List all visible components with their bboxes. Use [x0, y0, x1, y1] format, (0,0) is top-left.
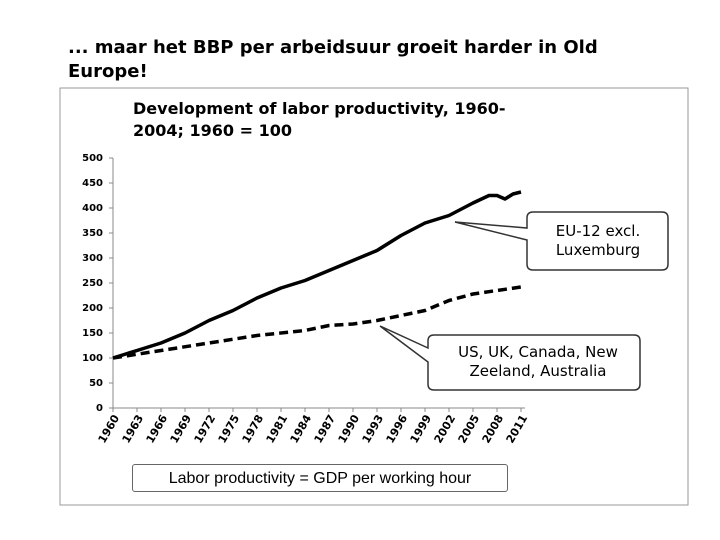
y-tick-label: 250 [82, 278, 103, 289]
slide-title: ... maar het BBP per arbeidsuur groeit h… [68, 37, 598, 82]
x-tick-label: 2005 [456, 413, 483, 446]
y-tick-label: 50 [89, 378, 103, 389]
y-tick-label: 500 [82, 153, 103, 164]
x-tick-label: 1960 [96, 412, 123, 445]
y-tick-label: 100 [82, 353, 103, 364]
y-tick-label: 150 [82, 328, 103, 339]
chart-title: Development of labor productivity, 1960-… [133, 99, 506, 140]
series-callout: US, UK, Canada, New Zeeland, Australia [458, 343, 618, 380]
y-tick-label: 200 [82, 303, 103, 314]
x-tick-label: 1966 [144, 412, 171, 445]
x-tick-label: 1972 [192, 413, 219, 446]
x-tick-label: 1978 [240, 413, 267, 446]
chart-frame [59, 87, 689, 506]
y-tick-label: 350 [82, 228, 103, 239]
x-tick-label: 1996 [384, 412, 411, 445]
x-tick-label: 1963 [120, 413, 147, 446]
callout-shape [454, 211, 669, 271]
x-tick-label: 1981 [264, 413, 291, 446]
y-tick-label: 450 [82, 178, 103, 189]
x-tick-label: 2002 [432, 413, 459, 446]
x-tick-label: 1987 [312, 413, 339, 446]
x-tick-label: 1984 [288, 412, 315, 445]
y-tick-label: 0 [96, 403, 103, 414]
series-line [112, 285, 522, 360]
x-tick-label: 1993 [360, 413, 387, 446]
x-tick-label: 1990 [336, 412, 363, 445]
footnote: Labor productivity = GDP per working hou… [132, 464, 508, 492]
x-tick-label: 1969 [168, 413, 195, 446]
x-tick-label: 2008 [480, 413, 507, 446]
y-tick-label: 300 [82, 253, 103, 264]
x-tick-label: 2011 [504, 413, 531, 446]
x-tick-label: 1975 [216, 413, 243, 446]
series-callout: EU-12 excl. Luxemburg [555, 222, 641, 259]
callout-shape [379, 325, 641, 391]
x-tick-label: 1999 [408, 413, 435, 446]
series-line [112, 190, 522, 360]
y-tick-label: 400 [82, 203, 103, 214]
